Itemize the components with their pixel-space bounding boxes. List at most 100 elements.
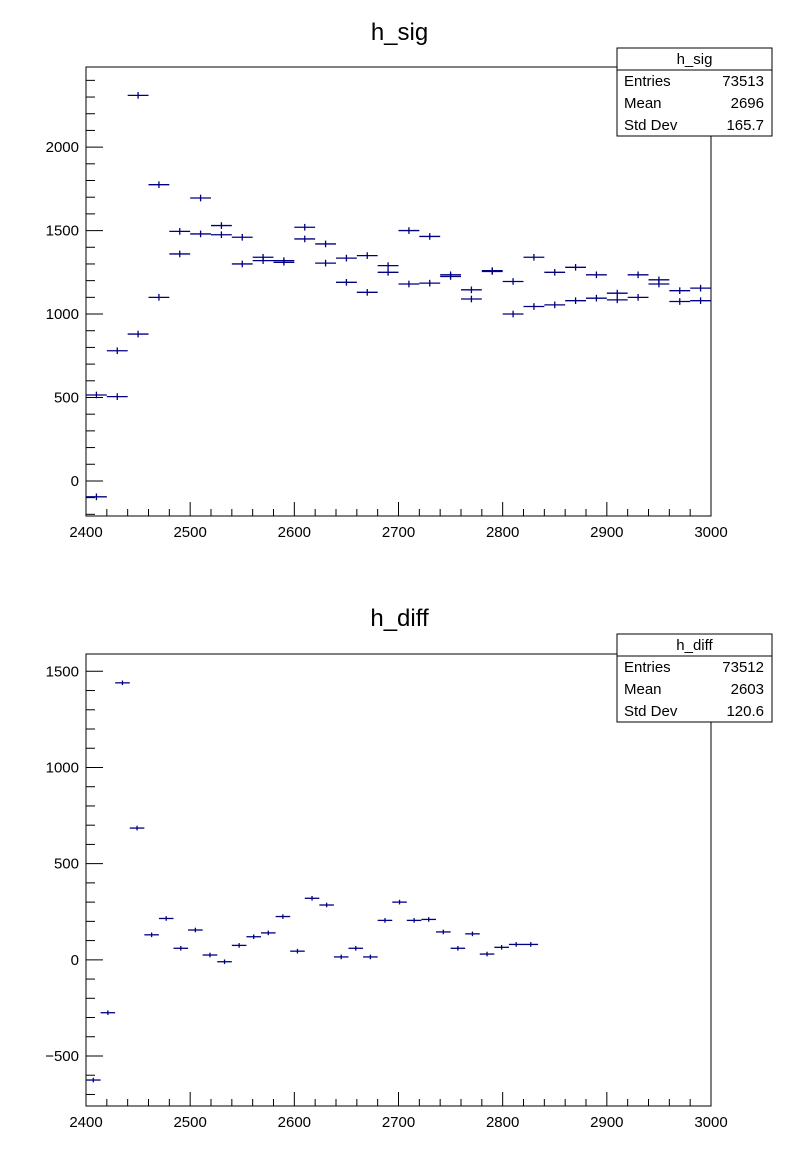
data-point (231, 260, 253, 268)
data-point (148, 294, 170, 301)
data-point (627, 294, 649, 301)
data-point (565, 297, 586, 305)
data-point (290, 948, 305, 954)
data-point (436, 929, 451, 935)
data-point (294, 223, 316, 231)
data-point (336, 254, 357, 262)
data-point (115, 680, 130, 686)
h-diff-chart: h_diff 2400 2500 2600 2700 2800 2900 3000 −500 0 5… (45, 605, 773, 1131)
data-point (502, 278, 524, 285)
data-point (363, 954, 378, 960)
data-point (669, 298, 691, 305)
data-point (333, 954, 349, 960)
data-point (565, 263, 586, 271)
stats-value: 120.6 (726, 703, 764, 720)
data-point (440, 273, 461, 280)
data-point (211, 222, 232, 229)
stats-box-title: h_sig (677, 51, 713, 68)
y-tick-label: 1500 (46, 223, 79, 240)
data-point (377, 918, 393, 923)
data-point (261, 930, 276, 936)
data-point (231, 233, 253, 241)
stats-value: 73513 (722, 73, 764, 90)
data-point (479, 951, 495, 957)
data-point (481, 268, 503, 275)
data-point (419, 279, 441, 287)
data-point (100, 1010, 116, 1016)
data-point (106, 393, 128, 400)
data-point (86, 493, 107, 501)
y-tick-label: 500 (54, 856, 79, 873)
data-point (523, 942, 539, 947)
data-point (586, 294, 607, 302)
x-tick-label: 2400 (69, 1114, 102, 1131)
y-tick-label: 0 (71, 952, 79, 969)
data-point (127, 330, 149, 338)
stats-label: Entries (624, 659, 671, 676)
x-tick-label: 2700 (382, 1114, 415, 1131)
data-point (377, 262, 399, 269)
data-point (336, 278, 357, 286)
data-point (169, 250, 191, 258)
data-point (544, 301, 566, 309)
data-point (211, 231, 232, 239)
data-point (217, 959, 232, 965)
data-point (190, 194, 211, 202)
y-tick-label: 2000 (46, 139, 79, 156)
data-point (202, 952, 218, 958)
stats-box-frame (616, 633, 773, 723)
data-point (86, 391, 107, 399)
data-point (544, 268, 566, 276)
data-point (158, 916, 174, 921)
x-tick-label: 2500 (173, 524, 206, 541)
data-point (231, 943, 247, 948)
data-point (690, 297, 711, 305)
data-point (461, 295, 482, 303)
data-point (144, 932, 159, 938)
x-tick-label: 3000 (694, 524, 727, 541)
data-point (294, 235, 316, 243)
data-point (319, 902, 334, 908)
stats-label: Std Dev (624, 703, 678, 720)
data-point (398, 280, 420, 288)
data-point (275, 914, 291, 919)
data-point (627, 271, 649, 279)
x-tick-label: 2600 (278, 1114, 311, 1131)
data-point (273, 258, 295, 266)
stats-value: 2603 (731, 681, 764, 698)
chart-title: h_diff (370, 605, 429, 632)
data-point (648, 280, 670, 288)
stats-box: h_sig Entries 73513 Mean 2696 Std Dev 165.7 (616, 47, 773, 137)
data-point (508, 942, 524, 947)
x-tick-label: 3000 (694, 1114, 727, 1131)
y-tick-label: 1000 (46, 759, 79, 776)
stats-value: 165.7 (726, 117, 764, 134)
stats-value: 73512 (722, 659, 764, 676)
data-point (315, 259, 336, 267)
data-point (348, 945, 364, 951)
y-tick-label: 500 (54, 389, 79, 406)
data-point (106, 347, 128, 355)
x-tick-label: 2400 (69, 524, 102, 541)
stats-label: Std Dev (624, 117, 678, 134)
data-point (246, 934, 261, 940)
data-point (523, 253, 545, 261)
y-tick-label: 1000 (46, 306, 79, 323)
stats-box: h_diff Entries 73512 Mean 2603 Std Dev 120.6 (616, 633, 773, 723)
data-point (169, 228, 191, 235)
data-point (304, 895, 320, 901)
y-tick-label: 1500 (46, 663, 79, 680)
data-point (669, 287, 691, 295)
x-tick-label: 2700 (382, 524, 415, 541)
data-point (502, 310, 524, 318)
data-point (465, 931, 480, 937)
y-tick-label: −500 (45, 1048, 79, 1065)
chart-title: h_sig (371, 19, 428, 46)
data-point (494, 945, 509, 950)
data-point (450, 945, 466, 951)
x-tick-label: 2600 (278, 524, 311, 541)
data-point (173, 945, 189, 951)
stats-label: Entries (624, 73, 671, 90)
data-point (356, 288, 378, 296)
